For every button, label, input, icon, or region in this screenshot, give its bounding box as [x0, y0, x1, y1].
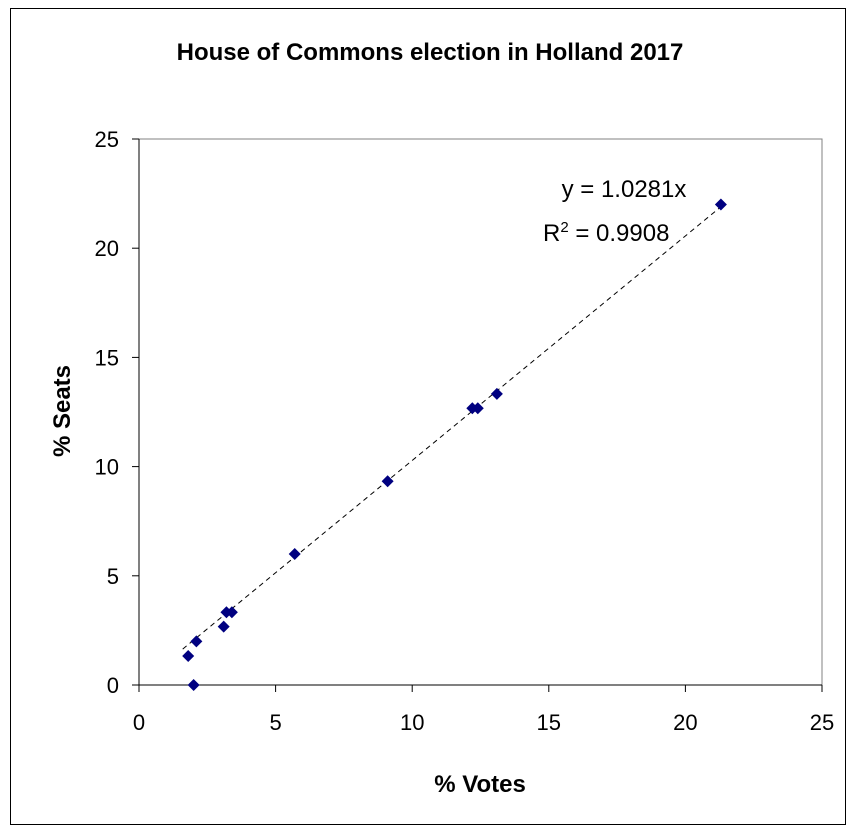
- r-squared-superscript: 2: [560, 219, 568, 236]
- x-tick-label: 20: [673, 710, 697, 735]
- x-tick-label: 10: [400, 710, 424, 735]
- data-point-marker: [217, 620, 230, 633]
- x-tick-label: 15: [537, 710, 561, 735]
- data-point-marker: [190, 635, 203, 648]
- data-point-marker: [714, 198, 727, 211]
- r-squared-value: = 0.9908: [569, 220, 670, 247]
- y-tick-label: 15: [95, 345, 119, 370]
- y-tick-label: 5: [107, 564, 119, 589]
- r-squared-prefix: R: [543, 220, 560, 247]
- data-point-marker: [187, 679, 200, 691]
- plot-border: [138, 138, 823, 686]
- data-point-marker: [490, 387, 503, 400]
- y-tick-label: 0: [107, 673, 119, 698]
- trendline-equation: y = 1.0281x: [562, 176, 687, 203]
- data-point-marker: [381, 475, 394, 488]
- x-tick-label: 25: [810, 710, 834, 735]
- y-tick-label: 25: [95, 127, 119, 152]
- chart-title: House of Commons election in Holland 201…: [177, 39, 684, 66]
- data-point-marker: [288, 547, 301, 560]
- data-point-marker: [471, 402, 484, 415]
- data-point-marker: [182, 649, 195, 662]
- x-axis-label: % Votes: [434, 771, 526, 798]
- data-point-marker: [225, 606, 238, 619]
- x-tick-label: 0: [133, 710, 145, 735]
- plot-area: [138, 138, 823, 686]
- y-tick-label: 10: [95, 455, 119, 480]
- x-tick-label: 5: [269, 710, 281, 735]
- r-squared-label: R2 = 0.9908: [543, 219, 669, 247]
- y-axis-label: % Seats: [49, 365, 76, 457]
- y-tick-label: 20: [95, 236, 119, 261]
- trendline-annotation: y = 1.0281x R2 = 0.9908: [543, 176, 686, 247]
